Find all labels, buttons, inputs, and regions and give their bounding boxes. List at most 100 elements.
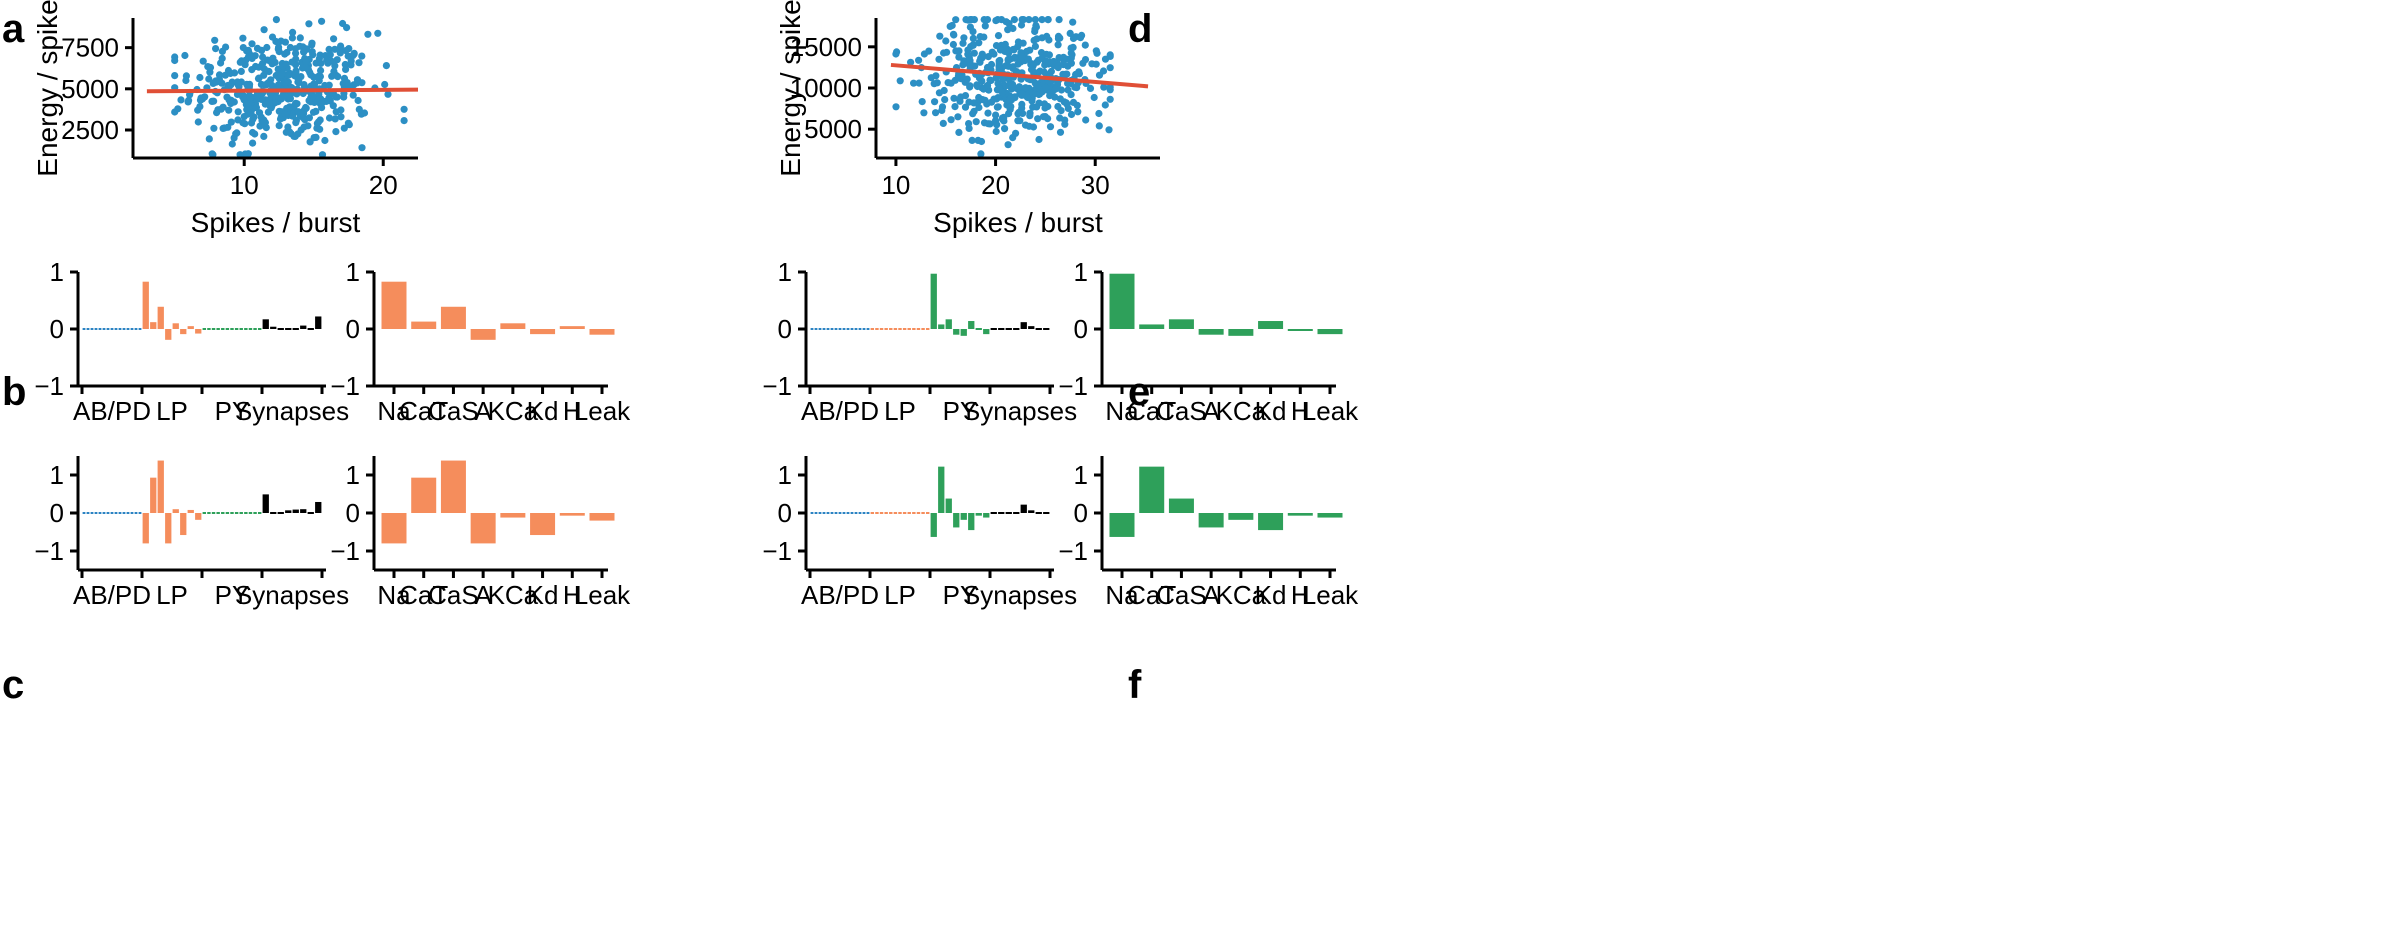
bar <box>500 323 526 329</box>
bar <box>172 509 179 513</box>
scatter-point <box>1056 95 1064 103</box>
scatter-point <box>1035 135 1043 144</box>
scatter-point <box>309 108 318 116</box>
x-tick-label: CaT <box>1127 396 1176 426</box>
scatter-point <box>305 97 313 105</box>
scatter-point <box>199 57 207 65</box>
x-tick-label: H <box>1291 580 1310 610</box>
scatter-point <box>315 54 323 63</box>
bar <box>211 328 216 330</box>
bar <box>150 322 157 329</box>
scatter-point <box>196 73 204 82</box>
bar <box>968 321 975 329</box>
scatter-point <box>1004 141 1012 149</box>
scatter-point <box>980 33 988 41</box>
scatter-point <box>296 34 304 42</box>
scatter-point <box>318 17 326 25</box>
scatter-point <box>1001 125 1009 133</box>
scatter-point <box>1029 103 1037 111</box>
scatter-point <box>252 104 260 112</box>
scatter-point <box>260 26 268 34</box>
scatter-point <box>920 109 928 117</box>
x-tick-label: PY <box>943 396 978 426</box>
scatter-point <box>292 119 300 127</box>
scatter-point <box>171 72 179 80</box>
y-tick-label: 1 <box>1074 257 1088 287</box>
bar <box>292 509 299 513</box>
bar <box>440 306 466 329</box>
scatter-point <box>1018 100 1026 108</box>
scatter-point <box>246 93 254 102</box>
y-tick-label: −1 <box>34 536 64 566</box>
bar <box>138 512 142 514</box>
x-tick-label: AB/PD <box>73 396 151 426</box>
y-tick-label: −1 <box>1058 371 1088 401</box>
scatter-point <box>950 94 958 102</box>
scatter-point <box>1018 16 1026 24</box>
scatter-point <box>269 54 277 62</box>
scatter-point <box>1039 113 1048 121</box>
scatter-point <box>987 98 996 106</box>
bar <box>244 512 248 514</box>
bar <box>838 512 842 514</box>
bar <box>925 512 930 514</box>
bar <box>225 328 230 330</box>
bar <box>850 328 854 330</box>
scatter-point <box>206 63 215 72</box>
scatter-point <box>201 93 209 101</box>
bar <box>945 319 952 329</box>
scatter-point <box>400 117 408 125</box>
bar <box>126 328 130 330</box>
bar <box>1228 513 1254 520</box>
bar <box>1013 328 1020 330</box>
scatter-point <box>316 116 324 124</box>
scatter-point <box>343 79 351 87</box>
scatter-point <box>308 39 316 47</box>
x-tick-label: CaS <box>428 396 479 426</box>
scatter-point <box>268 33 277 41</box>
x-tick-label: Synapses <box>963 580 1077 610</box>
scatter-point <box>300 81 308 89</box>
x-tick-label: Kd <box>527 580 559 610</box>
bar <box>106 328 110 330</box>
scatter-point <box>932 109 940 117</box>
y-tick-label: 1 <box>778 257 792 287</box>
bar <box>234 328 239 330</box>
scatter-point <box>1067 110 1076 119</box>
scatter-point <box>249 139 257 147</box>
scatter-point <box>227 99 235 108</box>
scatter-point <box>227 118 235 126</box>
scatter-point <box>915 56 923 64</box>
bar <box>938 466 945 513</box>
scatter-point <box>951 103 959 111</box>
x-tick-label: H <box>1291 396 1310 426</box>
scatter-point <box>331 45 339 53</box>
scatter-point <box>1054 32 1063 41</box>
scatter-point <box>233 78 241 86</box>
scatter-point <box>1051 85 1059 93</box>
y-tick-label: −1 <box>762 536 792 566</box>
scatter-point <box>980 119 989 127</box>
bar <box>257 328 262 330</box>
scatter-point <box>961 92 970 100</box>
bar <box>102 512 106 514</box>
scatter-point <box>1040 68 1048 76</box>
x-tick-label: PY <box>215 396 250 426</box>
scatter-point <box>892 103 900 111</box>
bar <box>884 328 888 330</box>
scatter-point <box>323 56 331 64</box>
x-tick-label: LP <box>156 580 188 610</box>
scatter-point <box>292 67 300 75</box>
scatter-point <box>344 119 352 127</box>
bar <box>500 513 526 518</box>
y-tick-label: 1 <box>778 460 792 490</box>
bar <box>912 328 916 330</box>
bar <box>1020 504 1027 513</box>
scatter-point <box>308 48 316 56</box>
bar <box>411 321 437 329</box>
scatter-point <box>974 136 982 144</box>
